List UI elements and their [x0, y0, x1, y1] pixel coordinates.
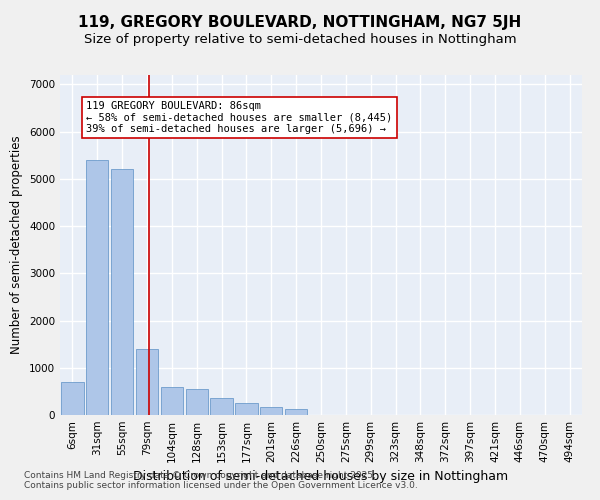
Text: Size of property relative to semi-detached houses in Nottingham: Size of property relative to semi-detach… — [83, 32, 517, 46]
Bar — [185, 389, 208, 415]
Bar — [136, 349, 158, 415]
Text: 119 GREGORY BOULEVARD: 86sqm
← 58% of semi-detached houses are smaller (8,445)
3: 119 GREGORY BOULEVARD: 86sqm ← 58% of se… — [86, 101, 392, 134]
Bar — [285, 410, 307, 415]
Y-axis label: Number of semi-detached properties: Number of semi-detached properties — [10, 136, 23, 354]
Text: Contains HM Land Registry data © Crown copyright and database right 2025.
Contai: Contains HM Land Registry data © Crown c… — [24, 470, 418, 490]
Bar — [86, 160, 109, 415]
X-axis label: Distribution of semi-detached houses by size in Nottingham: Distribution of semi-detached houses by … — [133, 470, 509, 484]
Bar — [211, 398, 233, 415]
Text: 119, GREGORY BOULEVARD, NOTTINGHAM, NG7 5JH: 119, GREGORY BOULEVARD, NOTTINGHAM, NG7 … — [79, 15, 521, 30]
Bar — [111, 170, 133, 415]
Bar — [161, 386, 183, 415]
Bar — [61, 382, 83, 415]
Bar — [235, 403, 257, 415]
Bar — [260, 407, 283, 415]
